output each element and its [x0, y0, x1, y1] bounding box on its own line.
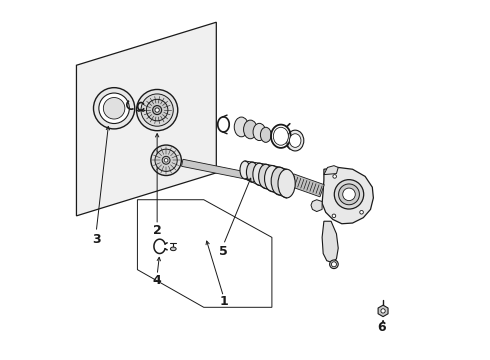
Ellipse shape — [253, 163, 266, 185]
Ellipse shape — [246, 162, 258, 182]
Ellipse shape — [155, 149, 177, 171]
Ellipse shape — [330, 260, 338, 269]
Ellipse shape — [343, 188, 355, 201]
Ellipse shape — [151, 145, 181, 176]
Ellipse shape — [381, 309, 385, 313]
Polygon shape — [322, 167, 373, 224]
Ellipse shape — [331, 262, 337, 267]
Polygon shape — [378, 305, 388, 317]
Ellipse shape — [137, 89, 178, 131]
Ellipse shape — [153, 105, 162, 114]
Ellipse shape — [339, 184, 359, 205]
Ellipse shape — [332, 214, 336, 218]
Ellipse shape — [290, 134, 301, 147]
Polygon shape — [76, 22, 216, 216]
Ellipse shape — [334, 180, 364, 209]
Ellipse shape — [244, 120, 257, 139]
Ellipse shape — [240, 161, 250, 179]
Ellipse shape — [155, 108, 159, 112]
Polygon shape — [324, 166, 338, 175]
Ellipse shape — [333, 175, 337, 178]
Text: 4: 4 — [153, 274, 162, 287]
Ellipse shape — [253, 123, 266, 140]
Text: 6: 6 — [377, 320, 386, 333]
Ellipse shape — [265, 166, 280, 192]
Ellipse shape — [103, 98, 125, 119]
Ellipse shape — [141, 94, 173, 126]
Text: 2: 2 — [153, 224, 162, 237]
Ellipse shape — [162, 156, 170, 164]
Polygon shape — [290, 174, 324, 197]
Text: 3: 3 — [92, 233, 100, 246]
Ellipse shape — [273, 127, 289, 145]
Ellipse shape — [147, 99, 168, 121]
Ellipse shape — [360, 211, 364, 214]
Polygon shape — [322, 221, 338, 262]
Ellipse shape — [234, 117, 248, 137]
Ellipse shape — [94, 87, 135, 129]
Ellipse shape — [271, 167, 288, 195]
Ellipse shape — [278, 169, 295, 198]
Ellipse shape — [260, 127, 271, 142]
Ellipse shape — [287, 130, 304, 151]
Ellipse shape — [99, 93, 129, 123]
Text: 5: 5 — [219, 245, 228, 258]
Polygon shape — [311, 200, 322, 212]
Ellipse shape — [164, 158, 168, 162]
Ellipse shape — [259, 164, 273, 189]
Ellipse shape — [171, 247, 176, 251]
Polygon shape — [181, 159, 287, 187]
Text: 1: 1 — [219, 296, 228, 309]
